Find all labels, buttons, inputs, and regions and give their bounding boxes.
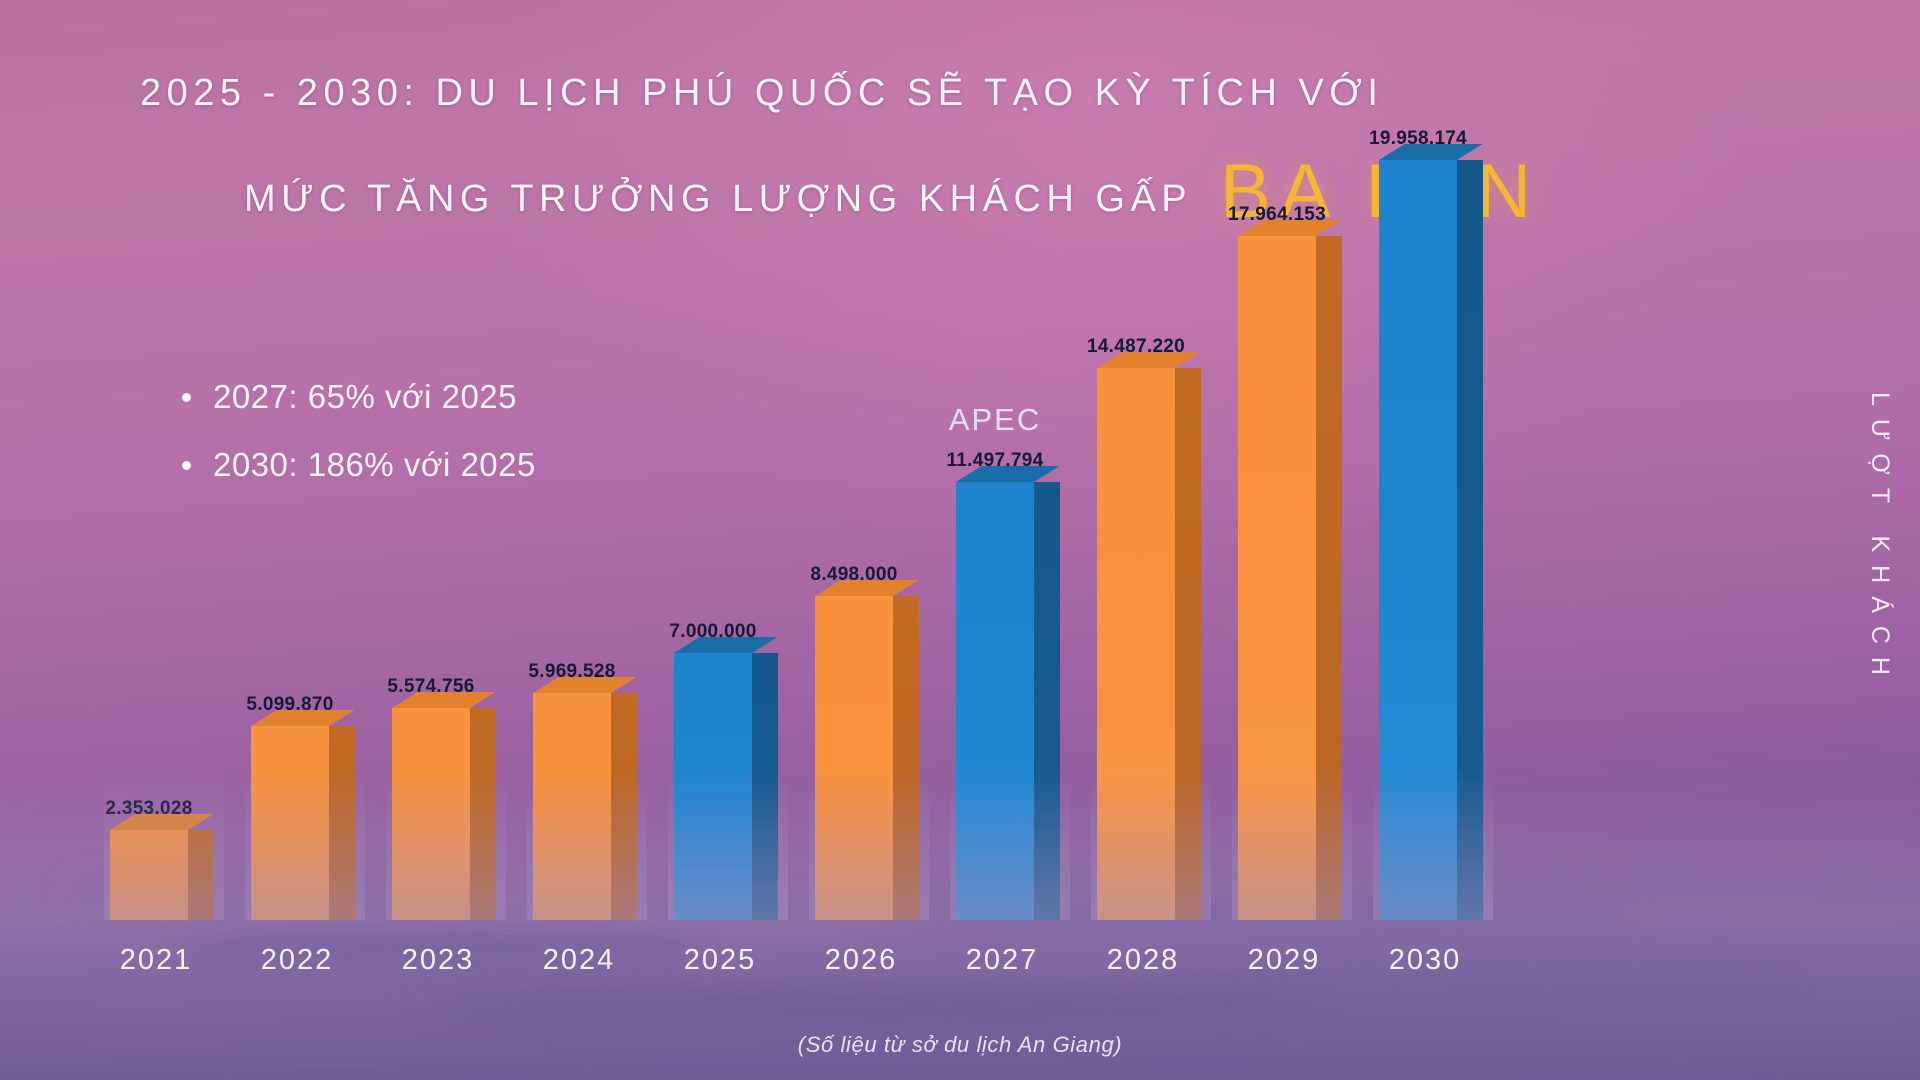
bar-body: 14.487.220 xyxy=(1087,336,1201,920)
bar-front-face xyxy=(251,726,329,920)
bar-body: 7.000.000 xyxy=(669,621,778,920)
bar-body: 5.969.528 xyxy=(528,661,637,920)
bar-side-face-inner xyxy=(329,726,355,920)
bar-front-face xyxy=(956,482,1034,920)
bar-side-face-inner xyxy=(1175,368,1201,920)
bar-side-face-inner xyxy=(470,708,496,920)
x-label-2022: 2022 xyxy=(260,944,334,976)
x-label-2025: 2025 xyxy=(683,944,757,976)
bar-body: 5.099.870 xyxy=(246,694,355,920)
bar-front-face xyxy=(110,830,188,920)
bar-body: 5.574.756 xyxy=(387,676,496,920)
bar-annotation-apec: APEC xyxy=(948,402,1042,437)
x-axis-labels: 2021 2022 2023 2024 2025 2026 2027 2028 2029 2030 xyxy=(100,944,1810,984)
bar-front-face xyxy=(1238,236,1316,920)
bar-side-face-inner xyxy=(611,693,637,920)
bar-value-label: 5.099.870 xyxy=(246,694,334,715)
bar-front-face xyxy=(392,708,470,920)
bar-value-label: 8.498.000 xyxy=(810,564,898,585)
bar-side-face xyxy=(329,726,355,920)
bar-side-face-inner xyxy=(752,653,778,920)
bar-side-face xyxy=(611,693,637,920)
x-label-2024: 2024 xyxy=(542,944,616,976)
x-label-2028: 2028 xyxy=(1106,944,1180,976)
bar-value-label: 7.000.000 xyxy=(669,621,757,642)
bar-body: 19.958.174 xyxy=(1369,128,1483,920)
bar-side-face-inner xyxy=(893,596,919,920)
bar-side-face xyxy=(470,708,496,920)
bar-value-label: 14.487.220 xyxy=(1086,336,1186,357)
bar-chart: 2.353.028 5.099.870 5.574.756 5.969.528 7.00… xyxy=(100,128,1810,1080)
bar-front-face xyxy=(1097,368,1175,920)
bar-body: 11.497.794 APEC xyxy=(946,402,1060,920)
bar-side-face-inner xyxy=(1457,160,1483,920)
bar-side-face xyxy=(752,653,778,920)
bar-side-face-inner xyxy=(1316,236,1342,920)
bar-body: 8.498.000 xyxy=(810,564,919,920)
bar-front-face xyxy=(815,596,893,920)
x-label-2021: 2021 xyxy=(119,944,193,976)
title-line-1: 2025 - 2030: DU LỊCH PHÚ QUỐC SẼ TẠO KỲ … xyxy=(140,72,1384,114)
bar-side-face xyxy=(1457,160,1483,920)
y-axis-label: LƯỢT KHÁCH xyxy=(1866,392,1894,688)
bar-side-face-inner xyxy=(188,830,214,920)
x-label-2023: 2023 xyxy=(401,944,475,976)
bar-value-label: 5.969.528 xyxy=(528,661,616,682)
chart-plot-area: 2.353.028 5.099.870 5.574.756 5.969.528 7.00… xyxy=(100,128,1810,920)
bar-value-label: 11.497.794 xyxy=(946,450,1044,471)
bar-value-label: 17.964.153 xyxy=(1227,204,1327,225)
bar-side-face xyxy=(893,596,919,920)
bar-value-label: 2.353.028 xyxy=(105,798,193,819)
x-label-2030: 2030 xyxy=(1388,944,1462,976)
x-label-2027: 2027 xyxy=(965,944,1039,976)
bar-front-face xyxy=(533,693,611,920)
bar-side-face xyxy=(1316,236,1342,920)
bar-value-label: 5.574.756 xyxy=(387,676,475,697)
bar-side-face xyxy=(1175,368,1201,920)
bar-body: 17.964.153 xyxy=(1228,204,1342,920)
x-label-2026: 2026 xyxy=(824,944,898,976)
bar-side-face-inner xyxy=(1034,482,1060,920)
x-label-2029: 2029 xyxy=(1247,944,1321,976)
bar-front-face xyxy=(674,653,752,920)
bar-side-face xyxy=(188,830,214,920)
bar-body: 2.353.028 xyxy=(105,798,214,920)
bar-value-label: 19.958.174 xyxy=(1368,128,1468,149)
bar-side-face xyxy=(1034,482,1060,920)
bar-front-face xyxy=(1379,160,1457,920)
